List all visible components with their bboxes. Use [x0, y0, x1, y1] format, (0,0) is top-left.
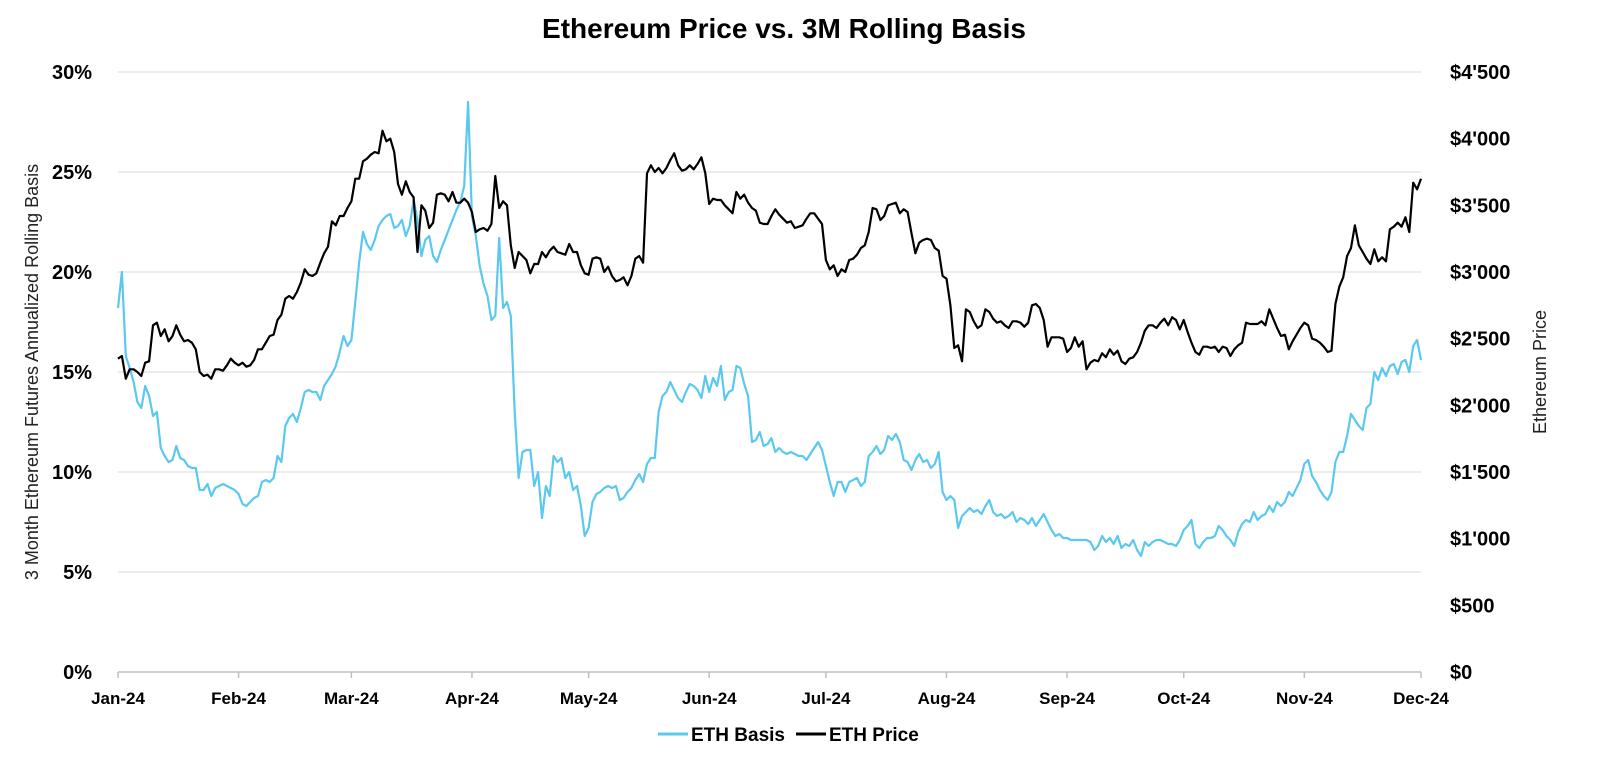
right-tick-label: $3'000 — [1450, 262, 1510, 284]
series-line-eth-price — [117, 129, 1423, 380]
x-tick-label: Dec-24 — [1393, 689, 1449, 708]
x-tick-label: Mar-24 — [324, 689, 379, 708]
legend-label-eth-price: ETH Price — [829, 725, 919, 746]
right-tick-label: $2'000 — [1450, 395, 1510, 417]
right-tick-label: $1'500 — [1450, 462, 1510, 484]
x-tick-label: Aug-24 — [918, 689, 976, 708]
right-tick-label: $0 — [1450, 662, 1472, 684]
right-axis-ticks: $0 $500 $1'000 $1'500 $2'000 $2'500 $3'000 $3'5… — [1450, 62, 1510, 684]
legend-label-eth-basis: ETH Basis — [691, 725, 785, 746]
left-axis-ticks: 0% 5% 10% 15% 20% 25% 30% — [52, 62, 92, 684]
right-tick-label: $2'500 — [1450, 329, 1510, 351]
chart-title: Ethereum Price vs. 3M Rolling Basis — [542, 13, 1026, 44]
right-tick-label: $4'000 — [1450, 129, 1510, 151]
x-tick-label: Jul-24 — [801, 689, 851, 708]
x-tick-label: May-24 — [560, 689, 618, 708]
x-tick-label: Nov-24 — [1276, 689, 1333, 708]
right-tick-label: $500 — [1450, 595, 1495, 617]
right-tick-label: $4'500 — [1450, 62, 1510, 84]
left-tick-label: 20% — [52, 262, 92, 284]
left-tick-label: 15% — [52, 362, 92, 384]
x-tick-label: Apr-24 — [445, 689, 499, 708]
left-tick-label: 10% — [52, 462, 92, 484]
right-tick-label: $1'000 — [1450, 529, 1510, 551]
x-tick-label: Jan-24 — [91, 689, 145, 708]
right-tick-label: $3'500 — [1450, 195, 1510, 217]
x-axis-ticks: Jan-24 Feb-24 Mar-24 Apr-24 May-24 Jun-24 Jul-… — [91, 672, 1449, 708]
left-tick-label: 0% — [63, 662, 92, 684]
left-tick-label: 30% — [52, 62, 92, 84]
x-tick-label: Oct-24 — [1157, 689, 1210, 708]
grid-lines — [118, 71, 1421, 573]
x-tick-label: Jun-24 — [682, 689, 737, 708]
x-tick-label: Sep-24 — [1039, 689, 1095, 708]
left-axis-label: 3 Month Ethereum Futures Annualized Roll… — [22, 164, 42, 580]
x-tick-label: Feb-24 — [211, 689, 266, 708]
left-tick-label: 25% — [52, 162, 92, 184]
legend: ETH Basis ETH Price — [658, 725, 919, 746]
left-tick-label: 5% — [63, 562, 92, 584]
right-axis-label: Ethereum Price — [1530, 310, 1550, 434]
series-line-eth-basis — [116, 100, 1423, 558]
